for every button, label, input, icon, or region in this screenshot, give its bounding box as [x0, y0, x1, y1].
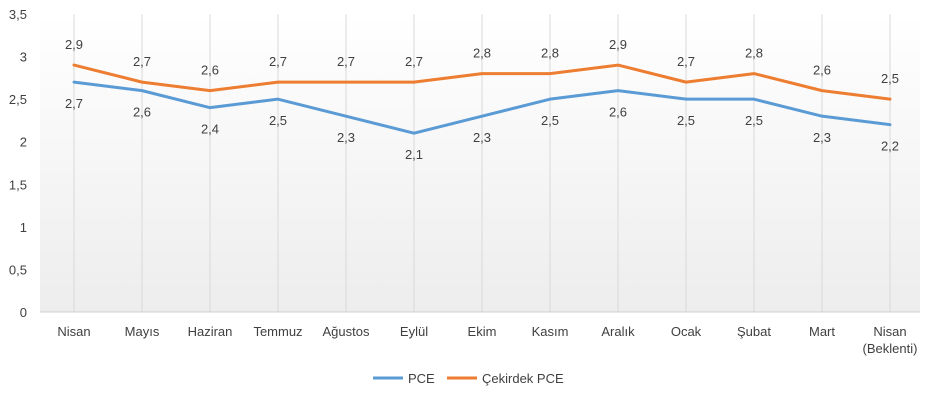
data-label: 2,6	[133, 105, 151, 120]
x-tick-label: (Beklenti)	[863, 341, 918, 356]
x-tick-label: Eylül	[400, 324, 428, 339]
data-label: 2,5	[541, 113, 559, 128]
data-label: 2,9	[609, 37, 627, 52]
x-tick-label: Mayıs	[125, 324, 160, 339]
x-tick-label: Ocak	[671, 324, 702, 339]
data-labels: 2,7 2,6 2,4 2,5 2,3 2,1 2,3 2,5 2,6 2,5 2,5 2,3 2,2 2…	[65, 37, 899, 162]
data-label: 2,8	[745, 46, 763, 61]
y-tick-label: 1	[20, 220, 27, 235]
y-tick-label: 1,5	[9, 177, 27, 192]
data-label: 2,5	[745, 113, 763, 128]
data-label: 2,7	[133, 54, 151, 69]
data-label: 2,5	[677, 113, 695, 128]
x-tick-label: Ağustos	[323, 324, 370, 339]
data-label: 2,7	[65, 96, 83, 111]
x-axis: Nisan Mayıs Haziran Temmuz Ağustos Eylül Ekim K…	[57, 324, 917, 356]
x-tick-label: Nisan	[873, 324, 906, 339]
plot-background	[40, 14, 920, 312]
legend-label: Çekirdek PCE	[482, 371, 564, 386]
y-tick-label: 0,5	[9, 262, 27, 277]
data-label: 2,6	[609, 105, 627, 120]
data-label: 2,5	[269, 113, 287, 128]
data-label: 2,7	[337, 54, 355, 69]
data-label: 2,7	[677, 54, 695, 69]
y-tick-label: 2	[20, 135, 27, 150]
data-label: 2,9	[65, 37, 83, 52]
x-tick-label: Kasım	[532, 324, 569, 339]
x-tick-label: Ekim	[468, 324, 497, 339]
data-label: 2,3	[813, 130, 831, 145]
y-axis: 0 0,5 1 1,5 2 2,5 3 3,5	[9, 7, 27, 320]
legend-label: PCE	[408, 371, 435, 386]
x-tick-label: Mart	[809, 324, 835, 339]
series-lines	[72, 63, 892, 135]
data-label: 2,7	[405, 54, 423, 69]
series-line	[72, 80, 892, 135]
data-label: 2,6	[201, 63, 219, 78]
data-label: 2,1	[405, 147, 423, 162]
series-line	[72, 63, 892, 101]
data-label: 2,4	[201, 122, 219, 137]
data-label: 2,6	[813, 63, 831, 78]
plot-area	[40, 14, 920, 312]
data-label: 2,7	[269, 54, 287, 69]
y-tick-label: 3,5	[9, 7, 27, 22]
x-tick-label: Nisan	[57, 324, 90, 339]
x-tick-label: Temmuz	[253, 324, 302, 339]
x-tick-label: Şubat	[737, 324, 771, 339]
x-tick-label: Haziran	[188, 324, 233, 339]
y-tick-label: 3	[20, 50, 27, 65]
data-label: 2,8	[473, 46, 491, 61]
data-label: 2,3	[473, 130, 491, 145]
legend: PCE Çekirdek PCE	[373, 371, 564, 386]
y-tick-label: 2,5	[9, 92, 27, 107]
data-label: 2,8	[541, 46, 559, 61]
data-label: 2,2	[881, 139, 899, 154]
x-tick-label: Aralık	[601, 324, 635, 339]
data-label: 2,3	[337, 130, 355, 145]
data-label: 2,5	[881, 71, 899, 86]
y-tick-label: 0	[20, 305, 27, 320]
